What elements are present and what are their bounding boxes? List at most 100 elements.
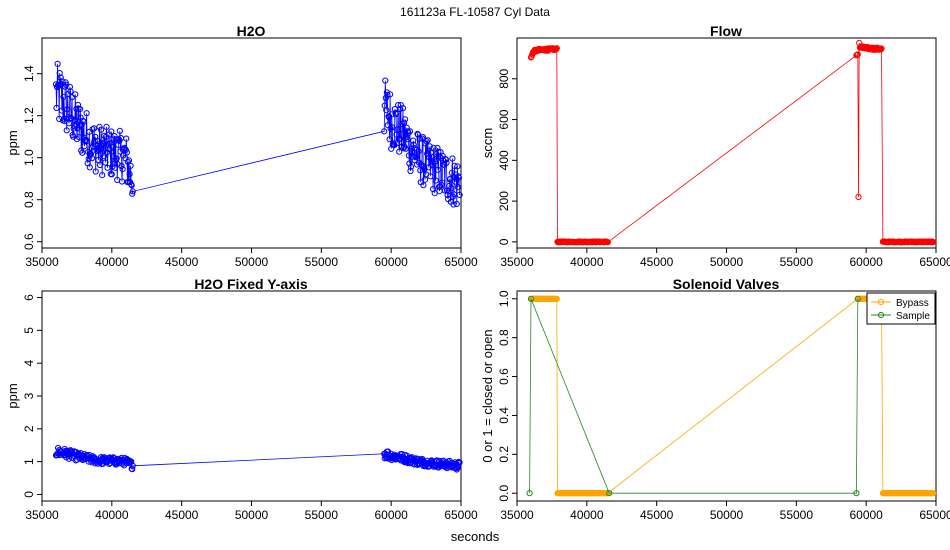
data-point	[94, 145, 101, 152]
x-tick-label: 45000	[640, 508, 674, 522]
data-point	[103, 123, 110, 131]
data-point	[433, 155, 440, 162]
x-tick-label: 50000	[235, 508, 269, 522]
legend: Bypass Sample	[866, 292, 936, 325]
y-axis-label: ppm	[5, 130, 20, 155]
y-tick-label: 1.2	[22, 107, 36, 124]
data-point	[423, 138, 430, 145]
data-point	[116, 127, 124, 134]
data-point	[382, 77, 389, 84]
series-line	[530, 42, 934, 243]
x-tick-label: 55000	[780, 255, 814, 269]
data-point	[67, 88, 74, 95]
data-point	[54, 60, 61, 68]
data-point	[84, 137, 91, 145]
data-point	[382, 94, 389, 102]
data-point	[94, 138, 102, 145]
data-point	[407, 167, 414, 175]
data-point	[82, 136, 90, 144]
plot-frame	[516, 37, 937, 249]
data-point	[397, 135, 404, 142]
y-tick-label: 0.4	[497, 407, 511, 424]
data-point	[412, 154, 419, 161]
data-point	[455, 174, 463, 181]
data-point	[92, 133, 99, 140]
data-point	[410, 141, 417, 148]
series-bypass	[527, 295, 937, 497]
chart-title: Solenoid Valves	[673, 276, 780, 292]
data-point	[392, 111, 400, 118]
panel-h2o: H2O ppm 35000 40000 45000 50000 55000 60000 65…	[5, 23, 478, 269]
data-point	[878, 45, 885, 52]
data-point	[527, 295, 535, 302]
x-tick-label: 35000	[500, 255, 534, 269]
data-point	[107, 140, 114, 147]
y-tick-label: 0	[497, 238, 511, 245]
data-point	[73, 105, 80, 112]
data-point	[108, 171, 115, 178]
data-point	[119, 166, 126, 173]
data-point	[853, 490, 860, 497]
data-point	[129, 190, 136, 197]
x-tick-label: 50000	[235, 255, 269, 269]
data-point	[388, 111, 395, 118]
data-point	[77, 106, 84, 113]
y-axis-label: ppm	[5, 383, 20, 408]
data-point	[387, 91, 394, 98]
data-point	[441, 187, 448, 194]
y-tick-label: 3	[22, 392, 36, 399]
data-point	[115, 141, 122, 148]
x-tick-label: 60000	[849, 255, 883, 269]
data-point	[406, 160, 413, 167]
legend-bypass-marker	[877, 298, 885, 306]
data-point	[129, 188, 136, 195]
data-point	[930, 490, 937, 497]
data-point	[454, 163, 461, 170]
x-tick-label: 60000	[374, 508, 408, 522]
data-point	[553, 295, 560, 302]
data-point	[421, 165, 428, 172]
data-point	[388, 145, 395, 152]
data-point	[855, 193, 862, 201]
data-point	[65, 455, 73, 462]
x-tick-label: 50000	[710, 508, 744, 522]
y-tick-label: 0.0	[497, 485, 511, 502]
data-point	[79, 117, 86, 124]
data-point	[123, 135, 130, 142]
data-point	[125, 157, 133, 164]
plot-area-flow: 35000 40000 45000 50000 55000 60000 65000 0 200 4…	[497, 37, 950, 269]
data-point	[71, 116, 78, 124]
data-point	[553, 45, 560, 52]
data-point	[427, 173, 434, 180]
data-point	[76, 134, 83, 141]
data-point	[438, 181, 445, 189]
data-point	[62, 79, 69, 86]
data-point	[854, 51, 861, 58]
panel-valves: Solenoid Valves 0 or 1 = closed or open …	[480, 276, 950, 522]
y-tick-label: 0	[22, 491, 36, 498]
data-point	[405, 129, 412, 136]
legend-box	[866, 292, 936, 325]
data-point	[604, 239, 611, 246]
data-point	[452, 178, 459, 185]
data-point	[381, 128, 388, 135]
data-point	[456, 191, 463, 198]
x-tick-label: 55000	[305, 508, 339, 522]
x-tick-label: 65000	[444, 255, 478, 269]
series-line	[529, 298, 859, 494]
data-point	[111, 133, 118, 140]
data-point	[394, 139, 401, 147]
y-tick-label: 6	[22, 294, 36, 301]
data-point	[401, 119, 408, 126]
y-tick-label: 1.0	[497, 290, 511, 307]
data-point	[128, 182, 135, 189]
data-point	[450, 201, 457, 208]
x-axis-label: seconds	[451, 529, 500, 544]
legend-sample-marker	[877, 311, 885, 319]
y-tick-label: 0.8	[497, 329, 511, 346]
data-point	[456, 459, 463, 466]
data-point	[454, 184, 461, 191]
data-point	[426, 143, 433, 150]
data-point	[442, 156, 450, 163]
data-point	[402, 145, 409, 152]
